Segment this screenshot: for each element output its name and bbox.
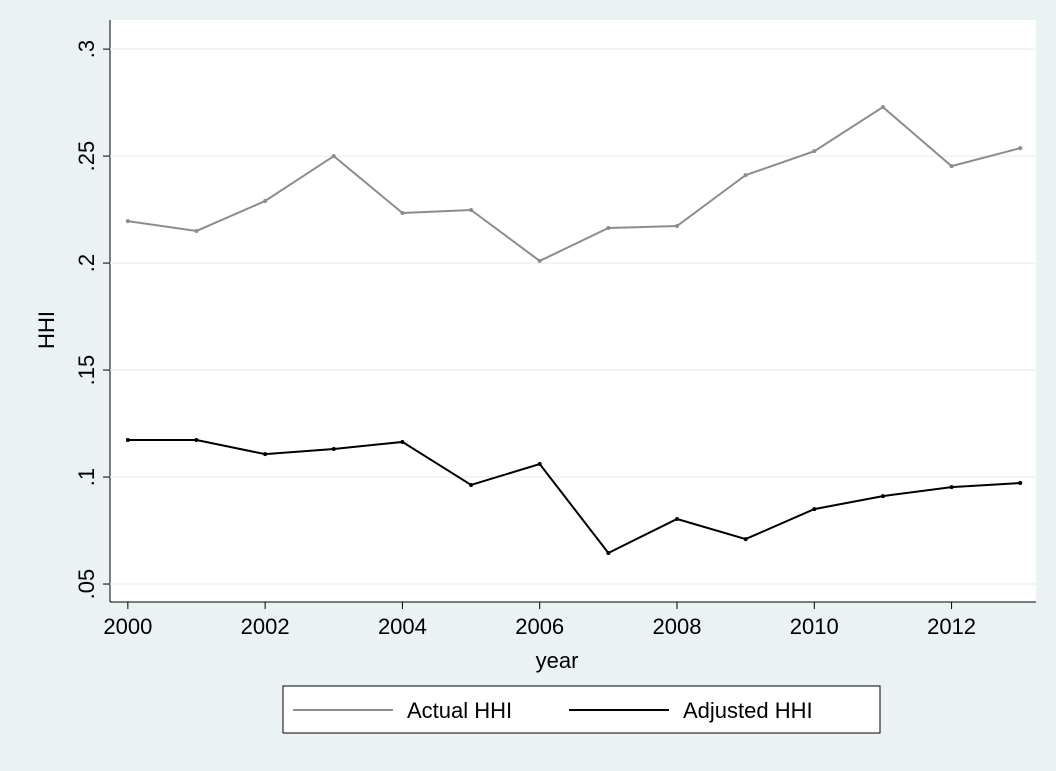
data-point [812, 149, 817, 154]
x-tick-label: 2006 [515, 614, 564, 639]
x-axis-label: year [536, 648, 579, 673]
y-tick-label: .05 [74, 569, 99, 600]
data-point [743, 537, 748, 542]
x-tick-label: 2002 [241, 614, 290, 639]
x-tick-label: 2004 [378, 614, 427, 639]
y-tick-label: .15 [74, 355, 99, 386]
series-line [127, 439, 1021, 555]
data-point [125, 219, 130, 224]
x-tick-label: 2012 [927, 614, 976, 639]
legend-label: Adjusted HHI [683, 698, 813, 723]
data-point [194, 438, 199, 443]
x-tick-label: 2010 [790, 614, 839, 639]
data-point [674, 224, 679, 229]
plot-area [110, 20, 1036, 602]
data-point [880, 105, 885, 110]
data-point [812, 507, 817, 512]
data-point [1018, 481, 1023, 486]
y-tick-label: .25 [74, 141, 99, 172]
x-tick-label: 2008 [653, 614, 702, 639]
data-point [537, 461, 542, 466]
data-point [263, 199, 268, 204]
data-point [674, 516, 679, 521]
data-point [1018, 146, 1023, 151]
data-point [949, 164, 954, 169]
data-point [194, 228, 199, 233]
y-tick-label: .1 [74, 468, 99, 486]
data-point [331, 447, 336, 452]
data-point [331, 154, 336, 159]
data-point [606, 551, 611, 556]
x-tick-label: 2000 [103, 614, 152, 639]
data-point [400, 211, 405, 216]
data-point [263, 452, 268, 457]
data-point [880, 494, 885, 499]
y-tick-label: .2 [74, 254, 99, 272]
data-point [537, 258, 542, 263]
data-point [469, 208, 474, 213]
series-line [127, 105, 1021, 263]
data-point [949, 485, 954, 490]
data-point [469, 482, 474, 487]
y-tick-label: .3 [74, 40, 99, 58]
data-point [606, 225, 611, 230]
data-point [743, 173, 748, 178]
y-axis-label: HHI [34, 311, 59, 349]
data-point [400, 439, 405, 444]
legend-label: Actual HHI [407, 698, 512, 723]
data-point [125, 438, 130, 443]
